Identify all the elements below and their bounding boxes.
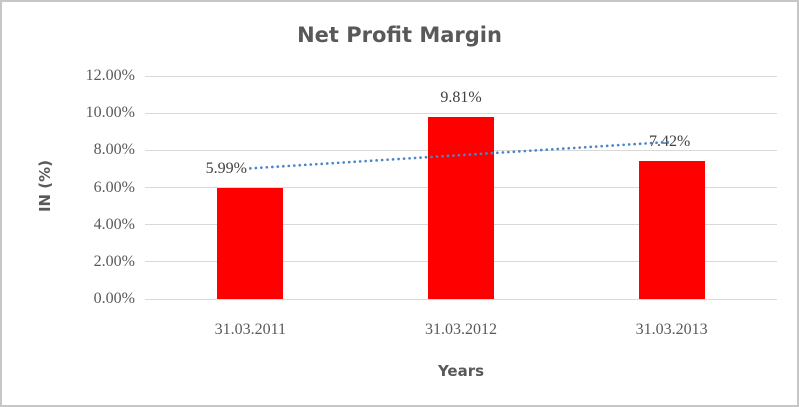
bar: [638, 161, 705, 299]
y-tick-label: 4.00%: [93, 215, 135, 233]
y-tick-label: 8.00%: [93, 141, 135, 159]
x-axis-title: Years: [437, 362, 485, 380]
plot-area: 5.99% 9.81% 7.42%: [145, 75, 777, 300]
gridline: [145, 298, 777, 300]
y-tick-label: 12.00%: [85, 67, 135, 84]
trendline: [248, 140, 674, 170]
chart-title: Net Profit Margin: [297, 23, 502, 47]
x-category-label: 31.03.2013: [635, 321, 708, 338]
y-tick-label: 10.00%: [85, 104, 135, 122]
bar-data-label: 5.99%: [205, 159, 247, 177]
gridline: [145, 112, 777, 114]
bar: [428, 116, 494, 299]
gridline: [145, 75, 777, 77]
x-category-label: 31.03.2011: [214, 321, 287, 338]
y-tick-label: 6.00%: [93, 178, 135, 196]
y-tick-label: 2.00%: [93, 252, 135, 270]
x-category-label: 31.03.2012: [424, 321, 497, 338]
bar: [217, 187, 284, 299]
trendline-path: [248, 140, 674, 170]
bar-data-label: 9.81%: [440, 88, 482, 106]
y-tick-label: 0.00%: [93, 290, 135, 307]
bar-data-label: 7.42%: [648, 133, 691, 151]
